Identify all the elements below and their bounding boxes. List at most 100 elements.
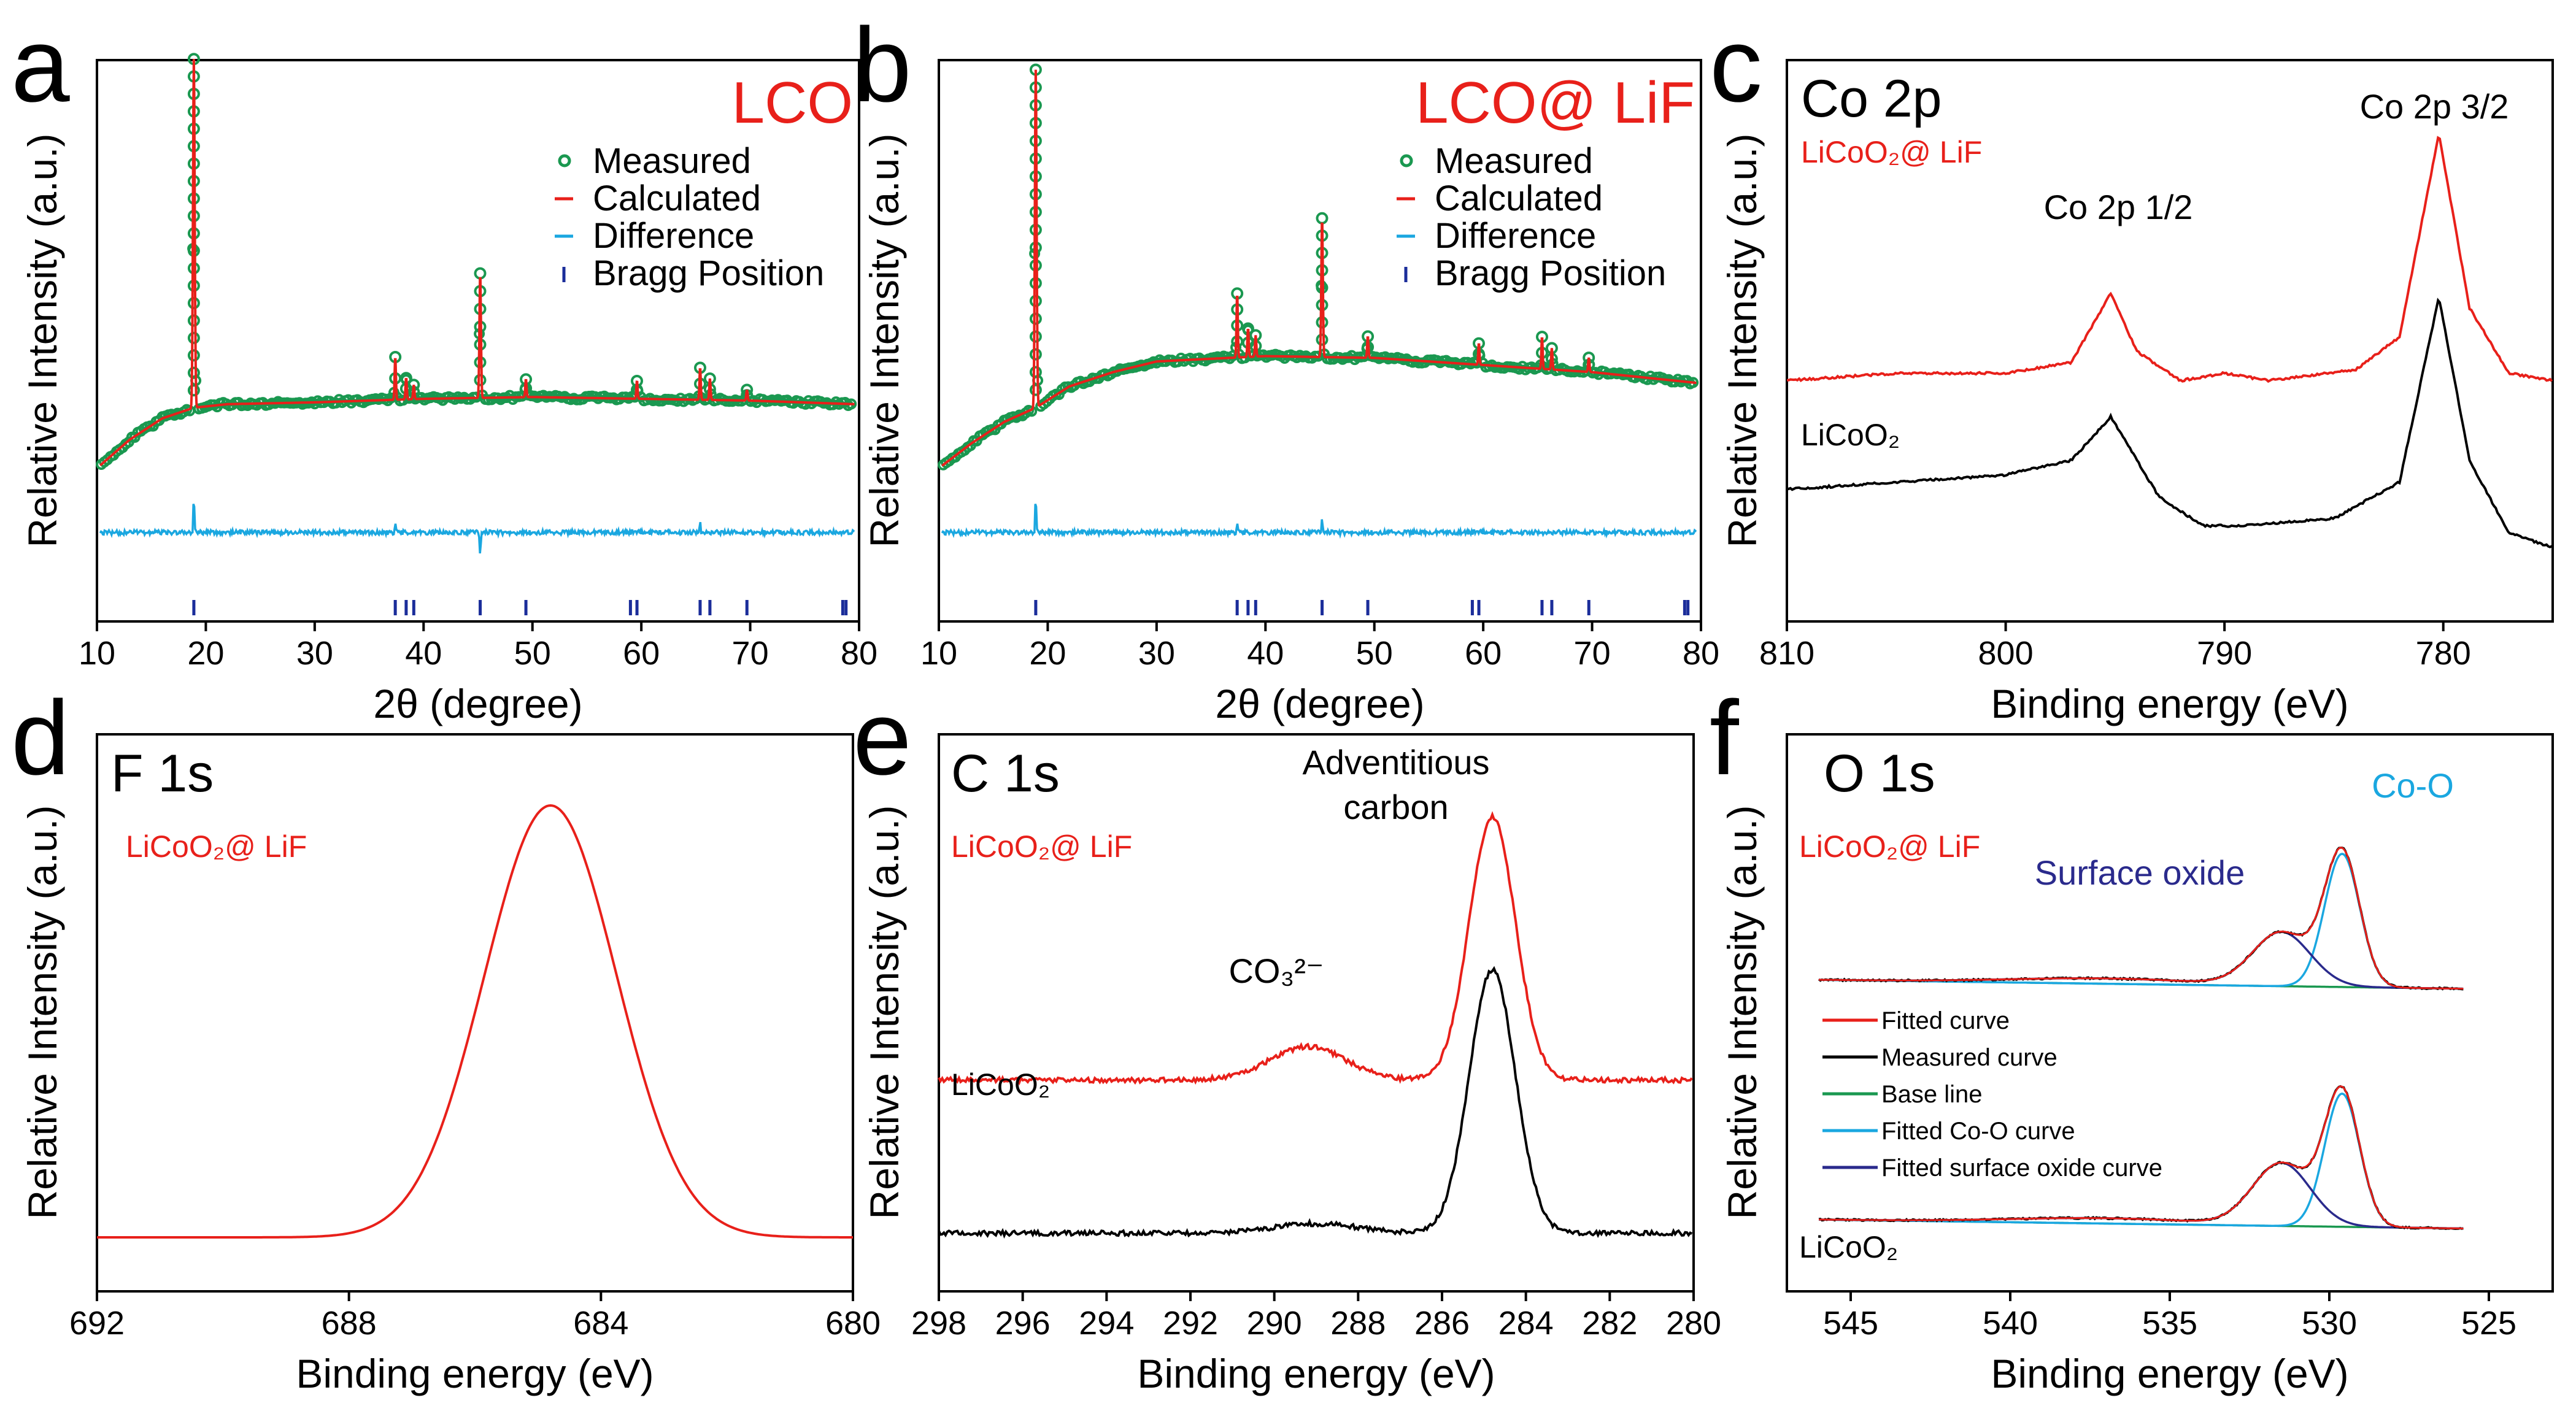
x-tick-label: 298 — [911, 1305, 966, 1342]
panel-c-title: Co 2p — [1801, 69, 1942, 128]
x-tick-label: 30 — [296, 635, 333, 672]
legend-fitted: Fitted curve — [1881, 1007, 2010, 1034]
annotation-co2p-half: Co 2p 1/2 — [2044, 188, 2193, 226]
panel-f-plot-area — [1818, 847, 2464, 1230]
xps-line-licoo2-lif — [1786, 136, 2553, 383]
x-tick-label: 810 — [1759, 635, 1814, 672]
panel-d-x-ticks: 692 688 684 680 — [69, 1291, 881, 1342]
legend-measured-marker — [1400, 154, 1413, 167]
panel-a-xlabel: 2θ (degree) — [373, 681, 582, 726]
x-tick-label: 800 — [1978, 635, 2034, 672]
panel-e-plot-area — [938, 811, 1693, 1239]
panel-d-ylabel: Relative Intensity (a.u.) — [20, 805, 65, 1220]
legend-measured: Measured — [1435, 141, 1593, 181]
panel-c-ylabel: Relative Intensity (a.u.) — [1719, 134, 1765, 548]
x-tick-label: 80 — [841, 635, 877, 672]
x-tick-label: 50 — [1356, 635, 1393, 672]
panel-f-ylabel: Relative Intensity (a.u.) — [1719, 805, 1765, 1220]
xps-line-f1s — [97, 804, 853, 1239]
legend-co-o: Fitted Co-O curve — [1881, 1118, 2075, 1145]
measured-point — [1029, 383, 1042, 396]
measured-point — [187, 366, 200, 379]
x-tick-label: 50 — [514, 635, 551, 672]
x-tick-label: 40 — [405, 635, 442, 672]
measured-point — [1029, 294, 1042, 307]
legend-measured: Measured — [593, 141, 751, 181]
panel-f-xlabel: Binding energy (eV) — [1991, 1351, 2348, 1396]
panel-e-ylabel: Relative Intensity (a.u.) — [862, 805, 907, 1220]
legend-bragg: Bragg Position — [1435, 253, 1666, 293]
x-tick-label: 296 — [995, 1305, 1051, 1342]
panel-d-plot-area — [97, 804, 853, 1239]
panel-a-ylabel: Relative Intensity (a.u.) — [20, 134, 65, 548]
x-tick-label: 10 — [920, 635, 957, 672]
panel-f-o1s: 545 540 535 530 525 f O 1s Co-O Surface oxid… — [1710, 679, 2554, 1396]
panel-f-legend: Fitted curve Measured curve Base line Fi… — [1822, 1007, 2162, 1182]
x-tick-label: 290 — [1247, 1305, 1302, 1342]
annotation-adventitious: Adventitious — [1302, 743, 1489, 782]
x-tick-label: 688 — [322, 1305, 377, 1342]
annotation-co2p-three-halves: Co 2p 3/2 — [2360, 87, 2509, 126]
panel-e-black-sample-label: LiCoO₂ — [951, 1067, 1050, 1102]
panel-f-red-sample-label: LiCoO₂@ LiF — [1799, 829, 1980, 864]
x-tick-label: 286 — [1414, 1305, 1470, 1342]
panel-c-plot-area — [1786, 136, 2553, 548]
measured-point — [187, 297, 200, 310]
panel-c-xlabel: Binding energy (eV) — [1991, 681, 2348, 726]
measured-point — [1029, 366, 1042, 379]
legend-calculated: Calculated — [1435, 179, 1603, 218]
panel-a-label: a — [11, 6, 70, 124]
legend-difference: Difference — [593, 216, 754, 256]
x-tick-label: 70 — [1574, 635, 1611, 672]
panel-a-x-ticks: 10 20 30 40 50 60 70 80 — [79, 621, 877, 672]
legend-surface-oxide: Fitted surface oxide curve — [1881, 1155, 2162, 1182]
panel-a-xrd-lco: 10 20 30 40 50 60 70 80 a LCO Measured Calculat… — [11, 6, 877, 726]
panel-d-frame — [96, 733, 854, 1293]
x-tick-label: 530 — [2302, 1305, 2357, 1342]
calculated-line — [99, 59, 855, 467]
panel-b-x-ticks: 10 20 30 40 50 60 70 80 — [920, 621, 1719, 672]
panel-a-legend: Measured Calculated Difference Bragg Pos… — [555, 141, 824, 293]
calculated-line — [941, 69, 1697, 467]
xps-line-licoo2 — [938, 966, 1693, 1239]
panel-b-xlabel: 2θ (degree) — [1215, 681, 1424, 726]
panel-b-ylabel: Relative Intensity (a.u.) — [862, 134, 907, 548]
measured-point — [187, 331, 200, 344]
x-tick-label: 40 — [1247, 635, 1284, 672]
legend-difference: Difference — [1435, 216, 1596, 256]
panel-f-label: f — [1710, 679, 1740, 797]
x-tick-label: 20 — [187, 635, 224, 672]
x-tick-label: 540 — [1983, 1305, 2038, 1342]
fitted-line — [1819, 1085, 2464, 1229]
panel-e-xlabel: Binding energy (eV) — [1137, 1351, 1495, 1396]
difference-line — [99, 504, 855, 554]
annotation-co-o: Co-O — [2372, 766, 2454, 805]
panel-e-title: C 1s — [951, 744, 1060, 803]
panel-b-xrd-lco-lif: 10 20 30 40 50 60 70 80 b LCO@ LiF Measured Cal… — [853, 6, 1719, 726]
panel-a-title: LCO — [732, 70, 853, 136]
xps-line-licoo2 — [1786, 298, 2553, 548]
x-tick-label: 20 — [1029, 635, 1066, 672]
x-tick-label: 70 — [732, 635, 769, 672]
x-tick-label: 525 — [2461, 1305, 2516, 1342]
x-tick-label: 60 — [1465, 635, 1502, 672]
panel-b-legend: Measured Calculated Difference Bragg Pos… — [1397, 141, 1666, 293]
measured-point — [1316, 333, 1328, 346]
x-tick-label: 60 — [623, 635, 660, 672]
panel-b-label: b — [853, 6, 912, 124]
legend-bragg: Bragg Position — [593, 253, 824, 293]
measured-point — [187, 279, 200, 292]
panel-f-title: O 1s — [1824, 744, 1935, 803]
legend-measured-curve: Measured curve — [1881, 1044, 2057, 1071]
x-tick-label: 284 — [1498, 1305, 1554, 1342]
x-tick-label: 684 — [573, 1305, 628, 1342]
x-tick-label: 280 — [1666, 1305, 1721, 1342]
panel-b-plot-area — [938, 63, 1699, 615]
measured-point — [1029, 348, 1042, 361]
legend-calculated: Calculated — [593, 179, 761, 218]
fitted-line — [1819, 847, 2464, 990]
measured-point — [187, 349, 200, 362]
panel-c-x-ticks: 810 800 790 780 — [1759, 621, 2471, 672]
panel-d-f1s: 692 688 684 680 d F 1s LiCoO₂@ LiF Binding … — [11, 679, 881, 1396]
panel-a-plot-area — [96, 53, 857, 615]
